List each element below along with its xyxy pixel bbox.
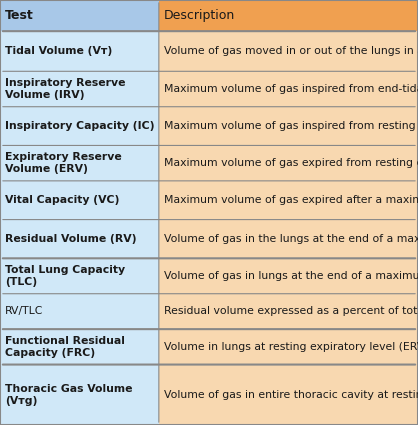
Bar	[159, 145, 418, 181]
Text: Test: Test	[5, 9, 34, 22]
Text: Inspiratory Capacity (IC): Inspiratory Capacity (IC)	[5, 121, 155, 131]
Bar	[0, 181, 159, 220]
Text: Volume of gas moved in or out of the lungs in a normal resting breath.: Volume of gas moved in or out of the lun…	[164, 46, 418, 56]
Text: Description: Description	[164, 9, 235, 22]
Bar	[0, 71, 159, 107]
Bar	[0, 0, 159, 31]
Bar	[159, 0, 418, 31]
Bar	[0, 145, 159, 181]
Bar	[159, 71, 418, 107]
Text: Maximum volume of gas inspired from resting expiratory level (VT + IRV).: Maximum volume of gas inspired from rest…	[164, 121, 418, 131]
Text: Volume of gas in entire thoracic cavity at resting expiratory level whether or n: Volume of gas in entire thoracic cavity …	[164, 390, 418, 400]
Text: Volume of gas in lungs at the end of a maximum inspiration.: Volume of gas in lungs at the end of a m…	[164, 271, 418, 281]
Text: Residual volume expressed as a percent of total lung capacity.: Residual volume expressed as a percent o…	[164, 306, 418, 317]
Bar	[0, 294, 159, 329]
Text: Tidal Volume (Vᴛ): Tidal Volume (Vᴛ)	[5, 46, 112, 56]
Bar	[0, 220, 159, 258]
Text: Thoracic Gas Volume
(Vᴛg): Thoracic Gas Volume (Vᴛg)	[5, 384, 133, 406]
Bar	[159, 329, 418, 365]
Text: Volume of gas in the lungs at the end of a maximum expiration.: Volume of gas in the lungs at the end of…	[164, 234, 418, 244]
Text: Total Lung Capacity
(TLC): Total Lung Capacity (TLC)	[5, 265, 125, 287]
Text: Volume in lungs at resting expiratory level (ERV + RV).: Volume in lungs at resting expiratory le…	[164, 342, 418, 352]
Bar	[159, 31, 418, 71]
Text: Maximum volume of gas inspired from end-tidal inspiration.: Maximum volume of gas inspired from end-…	[164, 84, 418, 94]
Bar	[0, 365, 159, 425]
Bar	[159, 294, 418, 329]
Text: Maximum volume of gas expired after a maximum inspiration (IC + ERV).: Maximum volume of gas expired after a ma…	[164, 195, 418, 205]
Bar	[159, 220, 418, 258]
Text: Maximum volume of gas expired from resting expiratory level.: Maximum volume of gas expired from resti…	[164, 158, 418, 168]
Text: RV/TLC: RV/TLC	[5, 306, 43, 317]
Bar	[0, 329, 159, 365]
Bar	[159, 258, 418, 294]
Bar	[0, 107, 159, 145]
Bar	[159, 181, 418, 220]
Bar	[0, 258, 159, 294]
Text: Inspiratory Reserve
Volume (IRV): Inspiratory Reserve Volume (IRV)	[5, 78, 125, 100]
Bar	[0, 31, 159, 71]
Bar	[159, 107, 418, 145]
Text: Residual Volume (RV): Residual Volume (RV)	[5, 234, 137, 244]
Text: Vital Capacity (VC): Vital Capacity (VC)	[5, 195, 120, 205]
Text: Expiratory Reserve
Volume (ERV): Expiratory Reserve Volume (ERV)	[5, 152, 122, 174]
Bar	[159, 365, 418, 425]
Text: Functional Residual
Capacity (FRC): Functional Residual Capacity (FRC)	[5, 336, 125, 358]
